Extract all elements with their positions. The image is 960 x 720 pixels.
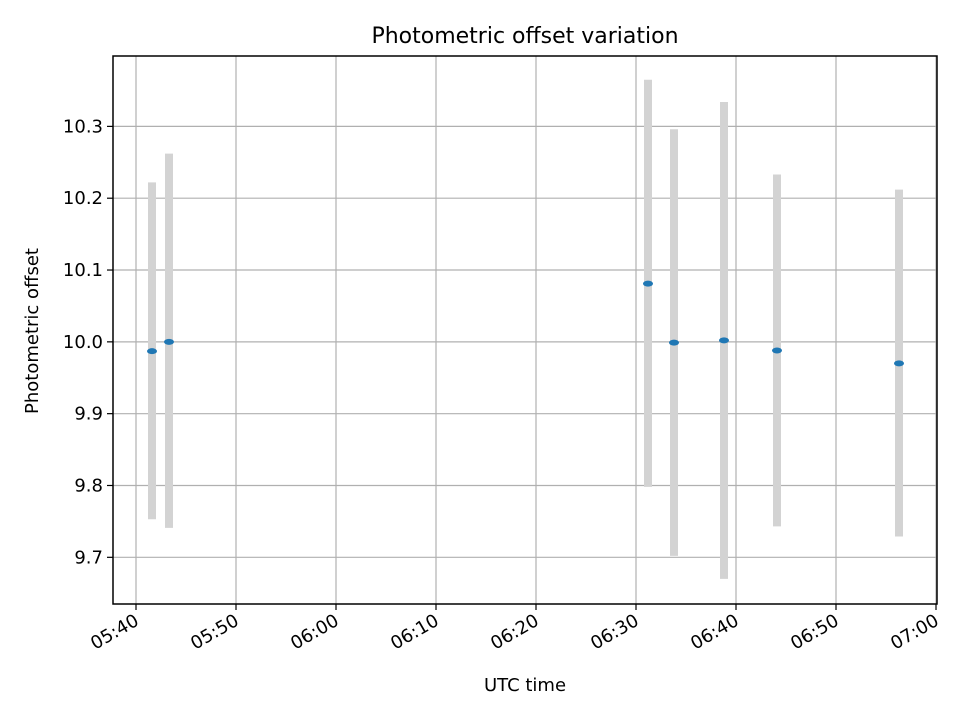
data-point [719, 337, 729, 344]
marker-layer [147, 280, 904, 367]
y-tick-label: 10.2 [63, 188, 103, 209]
y-axis-ticks: 9.7 9.8 9.9 10.0 10.1 10.2 10.3 [63, 116, 113, 568]
y-tick-label: 9.9 [74, 404, 103, 425]
y-tick-label: 10.0 [63, 332, 103, 353]
y-tick-label: 9.7 [74, 547, 103, 568]
data-point [894, 360, 904, 367]
data-point [669, 339, 679, 346]
data-point [164, 338, 174, 345]
grid-layer [113, 56, 937, 604]
y-axis-label: Photometric offset [22, 248, 43, 414]
y-tick-label: 10.3 [63, 116, 103, 137]
data-point [643, 280, 653, 287]
x-axis-label: UTC time [484, 675, 566, 696]
data-point [147, 348, 157, 355]
data-point [772, 347, 782, 354]
y-tick-label: 9.8 [74, 475, 103, 496]
chart-title: Photometric offset variation [371, 24, 678, 49]
plot-frame [112, 55, 938, 605]
y-tick-label: 10.1 [63, 260, 103, 281]
